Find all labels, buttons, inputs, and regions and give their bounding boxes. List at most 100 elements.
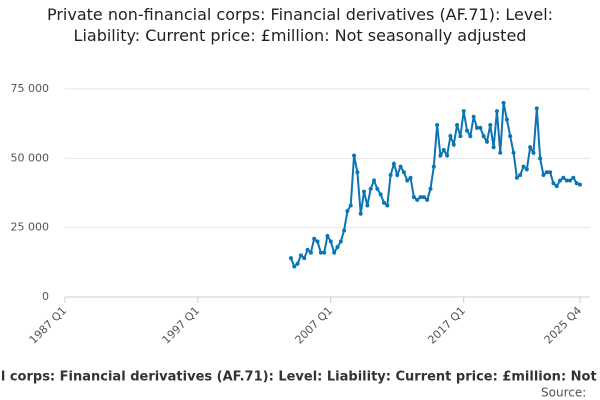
point bbox=[571, 175, 576, 180]
point bbox=[541, 172, 546, 177]
point bbox=[328, 239, 333, 244]
point bbox=[405, 178, 410, 183]
point bbox=[521, 164, 526, 169]
point bbox=[478, 125, 483, 130]
point bbox=[342, 228, 347, 233]
y-tick-label: 75 000 bbox=[11, 82, 50, 95]
title-box: Private non-financial corps: Financial d… bbox=[46, 5, 554, 45]
point bbox=[362, 189, 367, 194]
point bbox=[322, 250, 327, 255]
point bbox=[398, 164, 403, 169]
point bbox=[391, 161, 396, 166]
point bbox=[451, 142, 456, 147]
point bbox=[415, 197, 420, 202]
point bbox=[408, 175, 413, 180]
point bbox=[511, 150, 516, 155]
point bbox=[561, 175, 566, 180]
point bbox=[292, 264, 297, 269]
y-tick-label: 50 000 bbox=[11, 151, 50, 164]
point bbox=[441, 148, 446, 153]
point bbox=[564, 178, 569, 183]
point bbox=[332, 250, 337, 255]
point bbox=[491, 145, 496, 150]
footer-title: Private non-financial corps: Financial d… bbox=[0, 370, 600, 385]
point bbox=[438, 153, 443, 158]
point bbox=[388, 172, 393, 177]
point bbox=[298, 253, 303, 258]
point bbox=[435, 123, 440, 128]
point bbox=[528, 145, 533, 150]
point bbox=[471, 114, 476, 119]
point bbox=[554, 184, 559, 189]
point bbox=[355, 170, 360, 175]
point bbox=[425, 197, 430, 202]
y-tick-label: 25 000 bbox=[11, 221, 50, 234]
point bbox=[348, 203, 353, 208]
point bbox=[411, 195, 416, 200]
x-tick-label: 2025 Q4 bbox=[542, 304, 585, 347]
point bbox=[544, 170, 549, 175]
point bbox=[455, 123, 460, 128]
point bbox=[385, 203, 390, 208]
point bbox=[431, 164, 436, 169]
point bbox=[305, 247, 310, 252]
point bbox=[308, 250, 313, 255]
point bbox=[538, 156, 543, 161]
point bbox=[418, 195, 423, 200]
point bbox=[288, 256, 293, 261]
y-tick-label: 0 bbox=[42, 290, 49, 303]
point bbox=[345, 209, 350, 214]
chart-title: Private non-financial corps: Financial d… bbox=[46, 5, 554, 45]
point bbox=[335, 245, 340, 250]
point bbox=[302, 256, 307, 261]
point bbox=[448, 134, 453, 139]
point bbox=[358, 211, 363, 216]
point bbox=[518, 172, 523, 177]
x-tick-label: 1997 Q1 bbox=[160, 304, 203, 347]
point bbox=[461, 109, 466, 114]
point bbox=[325, 233, 330, 238]
point bbox=[574, 181, 579, 186]
point bbox=[401, 170, 406, 175]
point bbox=[338, 239, 343, 244]
point bbox=[488, 123, 493, 128]
point bbox=[475, 125, 479, 130]
point bbox=[295, 261, 300, 266]
point bbox=[378, 192, 383, 197]
point bbox=[468, 134, 473, 139]
point bbox=[498, 150, 503, 155]
point bbox=[558, 178, 563, 183]
point bbox=[534, 106, 539, 111]
point bbox=[352, 153, 357, 158]
point bbox=[312, 236, 317, 241]
point bbox=[484, 139, 489, 144]
point bbox=[368, 186, 373, 191]
point bbox=[381, 200, 386, 205]
point bbox=[494, 109, 499, 114]
point bbox=[375, 186, 380, 191]
point bbox=[551, 181, 556, 186]
point bbox=[481, 134, 486, 139]
source-label: Source: bbox=[541, 386, 586, 400]
point bbox=[501, 100, 506, 105]
point bbox=[318, 250, 323, 255]
point bbox=[421, 195, 426, 200]
point bbox=[568, 178, 573, 183]
point bbox=[315, 239, 320, 244]
series-line bbox=[290, 102, 581, 269]
x-tick-label: 2017 Q1 bbox=[425, 304, 468, 347]
point bbox=[524, 167, 529, 172]
point bbox=[504, 117, 509, 122]
point bbox=[578, 182, 582, 187]
point bbox=[395, 172, 400, 177]
point bbox=[548, 170, 553, 175]
point bbox=[372, 178, 376, 183]
point bbox=[458, 134, 463, 139]
point bbox=[428, 186, 433, 191]
point bbox=[365, 203, 370, 208]
point bbox=[465, 128, 470, 133]
point bbox=[445, 153, 450, 158]
x-tick-label: 1987 Q1 bbox=[27, 304, 70, 347]
point bbox=[514, 175, 519, 180]
